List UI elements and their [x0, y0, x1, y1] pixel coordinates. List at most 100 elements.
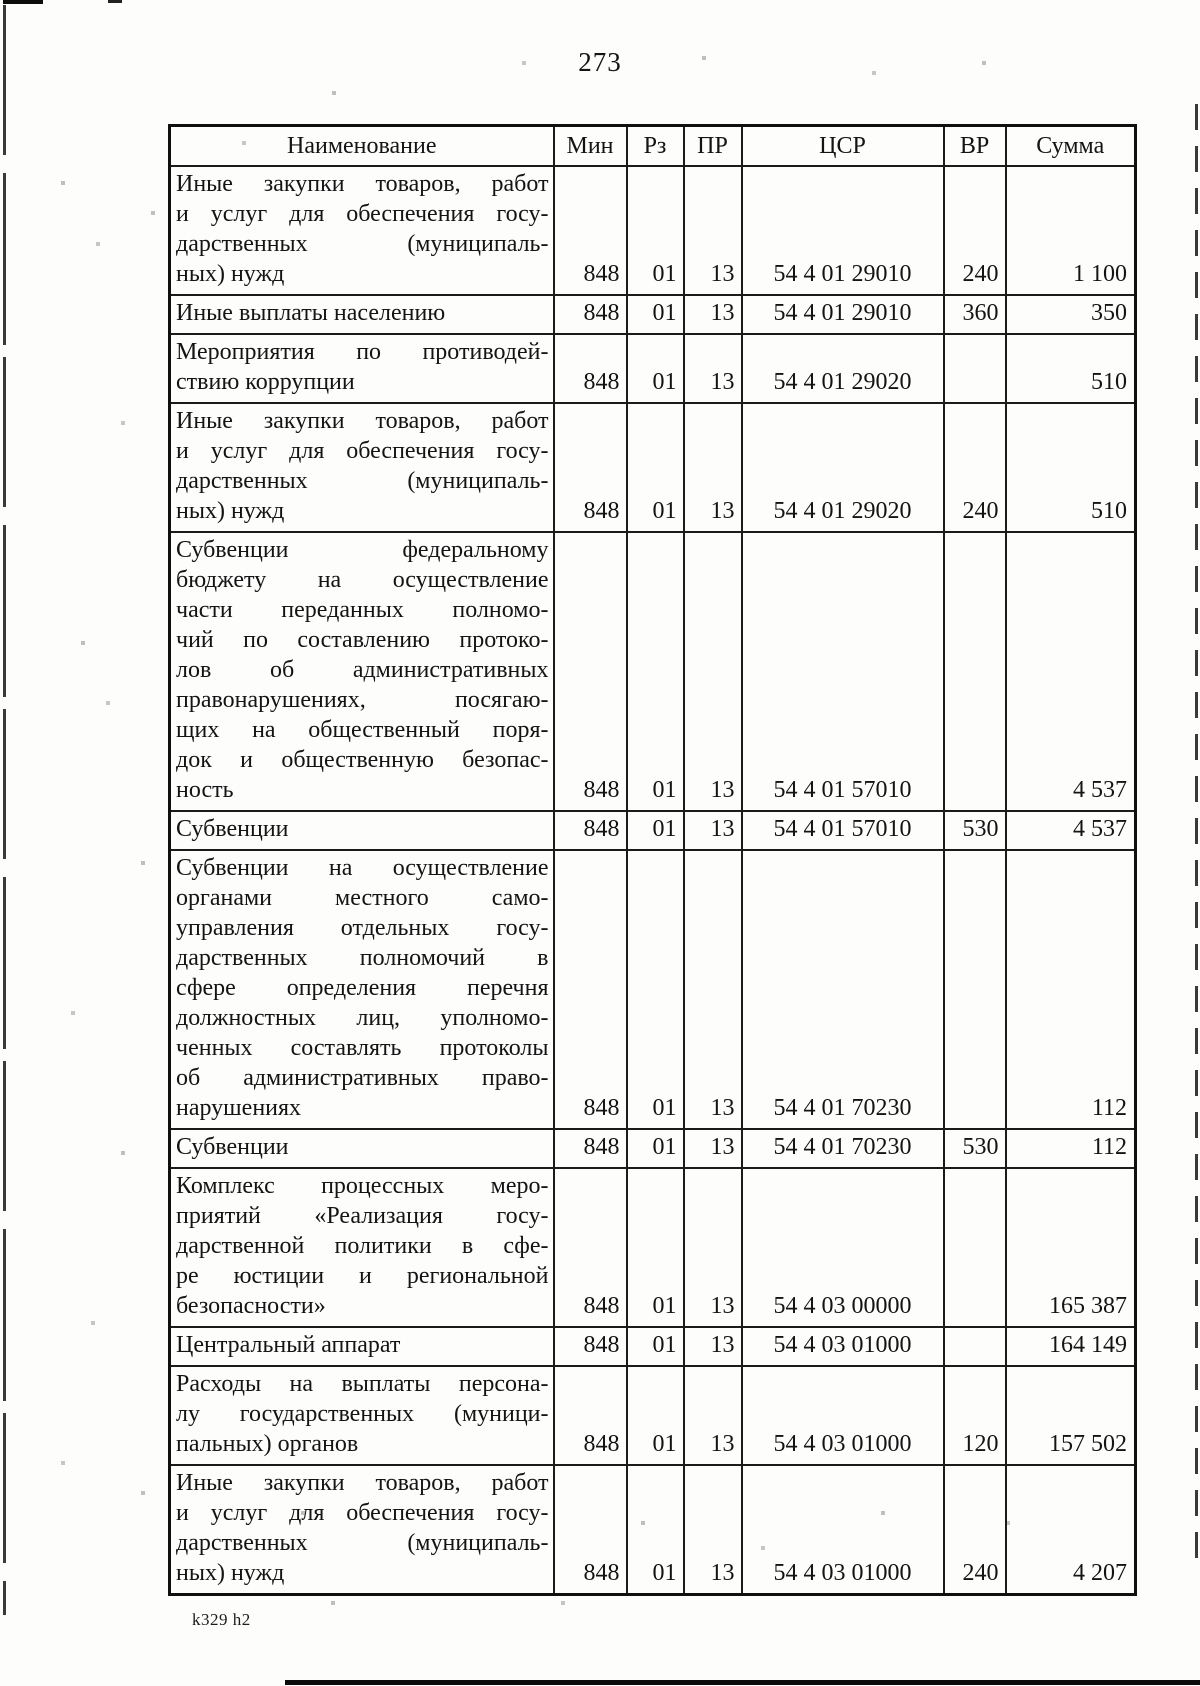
pr-cell: 13: [682, 1365, 743, 1466]
table-row: Иные закупки товаров, работ и услуг для о…: [168, 165, 1137, 296]
rz-cell: 01: [625, 333, 685, 404]
name-cell: Иные закупки товаров, работ и услуг для о…: [168, 1464, 555, 1596]
table-row: Субвенции 848 01 13 54 4 01 70230 530 11…: [168, 1128, 1137, 1169]
sum-cell: 157 502: [1004, 1365, 1137, 1466]
rz-cell: 01: [625, 849, 685, 1130]
name-cell: Центральный аппарат: [168, 1326, 555, 1367]
table-row: Центральный аппарат 848 01 13 54 4 03 01…: [168, 1326, 1137, 1367]
csr-cell: 54 4 01 29010: [740, 294, 945, 335]
csr-cell: 54 4 03 01000: [740, 1365, 945, 1466]
vr-cell: [942, 849, 1007, 1130]
header-cell-vr: ВР: [942, 124, 1007, 167]
sum-cell: 165 387: [1004, 1167, 1137, 1328]
table-header-row: Наименование Мин Рз ПР ЦСР ВР Сумма: [168, 124, 1137, 167]
sum-cell: 510: [1004, 333, 1137, 404]
pr-cell: 13: [682, 294, 743, 335]
rz-cell: 01: [625, 1365, 685, 1466]
csr-cell: 54 4 01 29010: [740, 165, 945, 296]
sum-cell: 350: [1004, 294, 1137, 335]
sum-cell: 4 537: [1004, 810, 1137, 851]
rz-cell: 01: [625, 402, 685, 533]
vr-cell: [942, 531, 1007, 812]
csr-cell: 54 4 01 70230: [740, 1128, 945, 1169]
pr-cell: 13: [682, 1464, 743, 1596]
rz-cell: 01: [625, 1464, 685, 1596]
rz-cell: 01: [625, 294, 685, 335]
rz-cell: 01: [625, 1128, 685, 1169]
min-cell: 848: [552, 849, 628, 1130]
min-cell: 848: [552, 333, 628, 404]
header-cell-name: Наименование: [168, 124, 555, 167]
page-number: 273: [578, 47, 622, 77]
name-cell: Субвенции: [168, 810, 555, 851]
name-cell: Иные закупки товаров, работ и услуг для о…: [168, 165, 555, 296]
min-cell: 848: [552, 1365, 628, 1466]
header-cell-min: Мин: [552, 124, 628, 167]
sum-cell: 4 207: [1004, 1464, 1137, 1596]
header-cell-csr: ЦСР: [740, 124, 945, 167]
pr-cell: 13: [682, 1167, 743, 1328]
pr-cell: 13: [682, 810, 743, 851]
vr-cell: 530: [942, 810, 1007, 851]
rz-cell: 01: [625, 531, 685, 812]
pr-cell: 13: [682, 165, 743, 296]
sum-cell: 164 149: [1004, 1326, 1137, 1367]
vr-cell: [942, 333, 1007, 404]
min-cell: 848: [552, 1464, 628, 1596]
scan-artifact-right-dashed-line: [1195, 104, 1198, 1574]
pr-cell: 13: [682, 1128, 743, 1169]
min-cell: 848: [552, 165, 628, 296]
min-cell: 848: [552, 531, 628, 812]
vr-cell: [942, 1326, 1007, 1367]
sum-cell: 112: [1004, 849, 1137, 1130]
pr-cell: 13: [682, 531, 743, 812]
scan-artifact-top-left-bar: [3, 0, 43, 4]
csr-cell: 54 4 01 70230: [740, 849, 945, 1130]
min-cell: 848: [552, 294, 628, 335]
rz-cell: 01: [625, 1326, 685, 1367]
sum-cell: 4 537: [1004, 531, 1137, 812]
sum-cell: 510: [1004, 402, 1137, 533]
header-cell-pr: ПР: [682, 124, 743, 167]
sum-cell: 1 100: [1004, 165, 1137, 296]
scan-artifact-bottom-line: [285, 1680, 1200, 1685]
table-row: Расходы на выплаты персона-лу государств…: [168, 1365, 1137, 1466]
name-cell: Комплекс процессных меро-приятий «Реализ…: [168, 1167, 555, 1328]
footer-mark: k329 h2: [192, 1610, 251, 1629]
csr-cell: 54 4 01 57010: [740, 810, 945, 851]
vr-cell: 240: [942, 165, 1007, 296]
table-row: Субвенции 848 01 13 54 4 01 57010 530 4 …: [168, 810, 1137, 851]
rz-cell: 01: [625, 1167, 685, 1328]
min-cell: 848: [552, 810, 628, 851]
table-row: Иные закупки товаров, работ и услуг для о…: [168, 402, 1137, 533]
table-row: Иные закупки товаров, работ и услуг для о…: [168, 1464, 1137, 1596]
name-cell: Иные выплаты населению: [168, 294, 555, 335]
vr-cell: 240: [942, 1464, 1007, 1596]
rz-cell: 01: [625, 810, 685, 851]
scan-artifact-top-left-bar-2: [108, 0, 122, 3]
csr-cell: 54 4 01 57010: [740, 531, 945, 812]
csr-cell: 54 4 01 29020: [740, 333, 945, 404]
header-cell-sum: Сумма: [1004, 124, 1137, 167]
vr-cell: 120: [942, 1365, 1007, 1466]
name-cell: Субвенции: [168, 1128, 555, 1169]
csr-cell: 54 4 03 00000: [740, 1167, 945, 1328]
pr-cell: 13: [682, 849, 743, 1130]
pr-cell: 13: [682, 333, 743, 404]
sum-cell: 112: [1004, 1128, 1137, 1169]
vr-cell: 240: [942, 402, 1007, 533]
table-row: Иные выплаты населению 848 01 13 54 4 01…: [168, 294, 1137, 335]
table-row: Комплекс процессных меро-приятий «Реализ…: [168, 1167, 1137, 1328]
name-cell: Субвенции на осуществление органами местн…: [168, 849, 555, 1130]
table-row: Субвенции на осуществление органами местн…: [168, 849, 1137, 1130]
scan-artifact-left-edge-line: [3, 5, 6, 1615]
table-row: Субвенции федеральному бюджету на осущест…: [168, 531, 1137, 812]
name-cell: Мероприятия по противодей-ствию коррупци…: [168, 333, 555, 404]
csr-cell: 54 4 03 01000: [740, 1464, 945, 1596]
scan-noise-specks: [0, 0, 2, 2]
table-body: Иные закупки товаров, работ и услуг для о…: [168, 165, 1137, 1596]
table-row: Мероприятия по противодей-ствию коррупци…: [168, 333, 1137, 404]
name-cell: Субвенции федеральному бюджету на осущест…: [168, 531, 555, 812]
header-cell-rz: Рз: [625, 124, 685, 167]
rz-cell: 01: [625, 165, 685, 296]
